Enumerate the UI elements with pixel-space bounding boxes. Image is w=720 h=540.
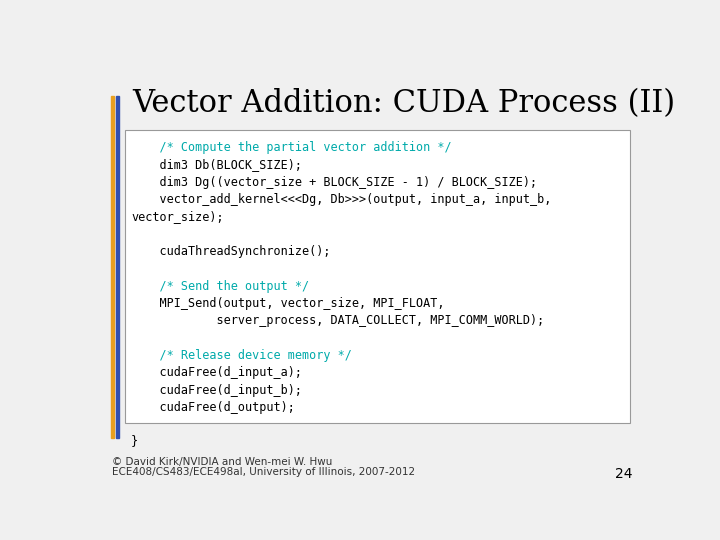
Text: vector_add_kernel<<<Dg, Db>>>(output, input_a, input_b,: vector_add_kernel<<<Dg, Db>>>(output, in… [131, 193, 552, 206]
Text: vector_size);: vector_size); [131, 211, 224, 224]
Text: ECE408/CS483/ECE498al, University of Illinois, 2007-2012: ECE408/CS483/ECE498al, University of Ill… [112, 467, 415, 477]
Text: /* Send the output */: /* Send the output */ [131, 280, 309, 293]
Text: cudaFree(d_input_b);: cudaFree(d_input_b); [131, 383, 302, 396]
Text: © David Kirk/NVIDIA and Wen-mei W. Hwu: © David Kirk/NVIDIA and Wen-mei W. Hwu [112, 457, 332, 468]
Text: server_process, DATA_COLLECT, MPI_COMM_WORLD);: server_process, DATA_COLLECT, MPI_COMM_W… [131, 314, 544, 327]
Text: }: } [131, 434, 138, 447]
Text: MPI_Send(output, vector_size, MPI_FLOAT,: MPI_Send(output, vector_size, MPI_FLOAT, [131, 297, 444, 310]
Text: cudaFree(d_output);: cudaFree(d_output); [131, 401, 295, 414]
Text: cudaFree(d_input_a);: cudaFree(d_input_a); [131, 366, 302, 379]
Text: /* Compute the partial vector addition */: /* Compute the partial vector addition *… [131, 141, 451, 154]
Bar [111, 96, 114, 438]
Text: 24: 24 [615, 467, 632, 481]
Text: cudaThreadSynchronize();: cudaThreadSynchronize(); [131, 245, 330, 258]
Bar [117, 96, 120, 438]
Text: Vector Addition: CUDA Process (II): Vector Addition: CUDA Process (II) [132, 88, 676, 119]
Text: /* Release device memory */: /* Release device memory */ [131, 349, 352, 362]
Text: dim3 Dg((vector_size + BLOCK_SIZE - 1) / BLOCK_SIZE);: dim3 Dg((vector_size + BLOCK_SIZE - 1) /… [131, 176, 537, 188]
Text: dim3 Db(BLOCK_SIZE);: dim3 Db(BLOCK_SIZE); [131, 158, 302, 171]
FancyBboxPatch shape [125, 130, 630, 423]
